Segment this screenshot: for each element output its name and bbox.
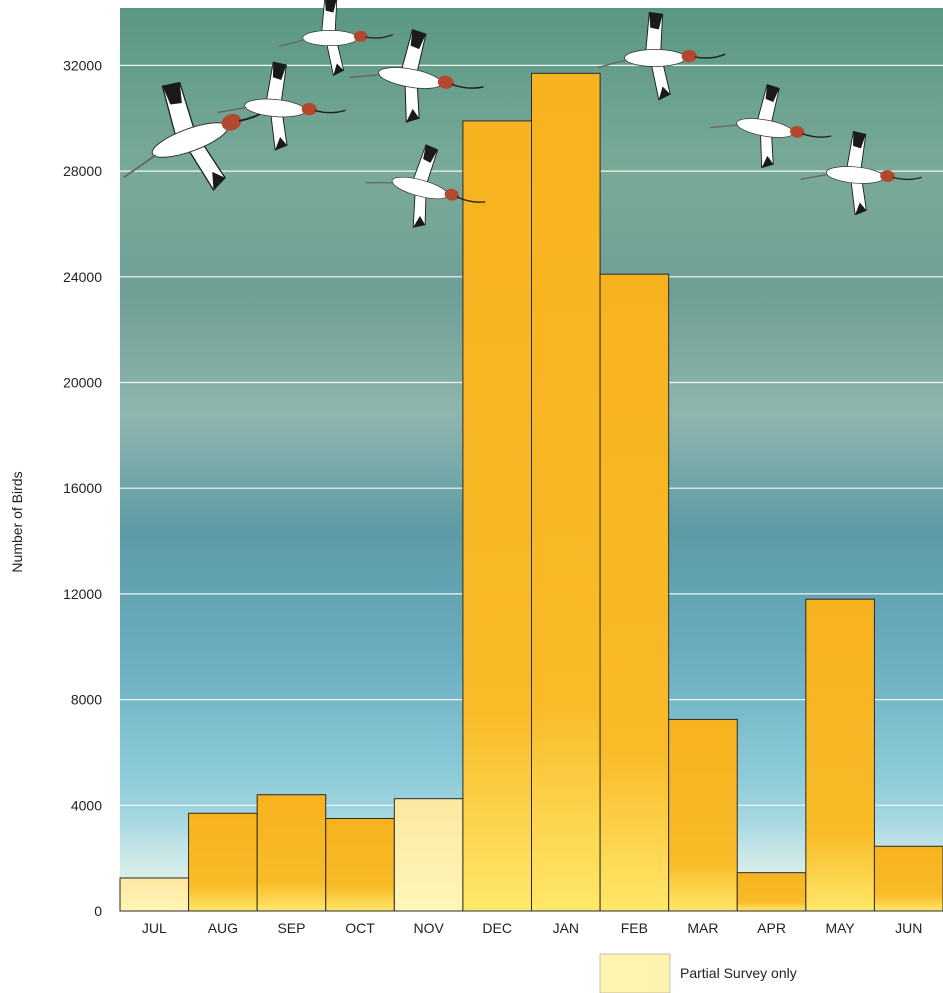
legend-label-partial-survey: Partial Survey only	[680, 965, 797, 981]
y-tick-label: 12000	[63, 586, 102, 602]
y-tick-label: 28000	[63, 163, 102, 179]
bar-feb	[599, 273, 670, 912]
x-tick-label: MAR	[687, 920, 718, 936]
x-tick-label: DEC	[482, 920, 512, 936]
x-tick-label: NOV	[413, 920, 444, 936]
bar-dec	[462, 120, 532, 912]
flying-avocet-bird-icon	[710, 83, 832, 169]
x-tick-label: AUG	[208, 920, 238, 936]
x-tick-label: JUL	[142, 920, 167, 936]
flying-avocet-bird-icon	[278, 0, 394, 77]
bars	[119, 72, 943, 912]
y-tick-label: 20000	[63, 375, 102, 391]
y-axis-ticks: 0 4000 8000 12000 16000 20000 24000 28000 32000	[63, 57, 102, 919]
legend: Partial Survey only	[599, 953, 797, 993]
x-tick-label: FEB	[621, 920, 648, 936]
bar-nov	[393, 798, 464, 912]
y-tick-label: 16000	[63, 480, 102, 496]
x-tick-label: MAY	[825, 920, 855, 936]
y-tick-label: 8000	[71, 692, 102, 708]
x-tick-label: SEP	[277, 920, 305, 936]
x-tick-label: JAN	[553, 920, 579, 936]
legend-swatch-partial-survey	[599, 953, 671, 993]
x-tick-label: APR	[757, 920, 786, 936]
y-tick-label: 24000	[63, 269, 102, 285]
bar-oct	[325, 818, 395, 912]
y-tick-label: 0	[94, 903, 102, 919]
flying-avocet-bird-icon	[123, 81, 276, 191]
bar-jul	[119, 877, 190, 912]
flying-avocet-bird-icon	[597, 11, 726, 101]
bar-may	[805, 598, 875, 912]
bar-jun	[873, 845, 943, 912]
y-tick-label: 32000	[63, 57, 102, 73]
bar-aug	[188, 812, 258, 912]
flying-avocet-bird-icon	[349, 29, 484, 123]
flying-avocet-bird-icon	[217, 61, 346, 151]
y-axis-title: Number of Birds	[9, 471, 25, 572]
bird-illustrations	[123, 0, 922, 228]
bar-sep	[256, 794, 327, 912]
bar-apr	[736, 872, 807, 912]
bar-mar	[668, 718, 738, 912]
flying-avocet-bird-icon	[365, 144, 486, 228]
flying-avocet-bird-icon	[800, 130, 922, 216]
x-tick-label: OCT	[345, 920, 375, 936]
x-tick-label: JUN	[895, 920, 922, 936]
bar-jan	[531, 72, 601, 912]
x-axis-labels: JUL AUG SEP OCT NOV DEC JAN FEB MAR APR MAY JUN	[142, 920, 922, 936]
y-tick-label: 4000	[71, 797, 102, 813]
